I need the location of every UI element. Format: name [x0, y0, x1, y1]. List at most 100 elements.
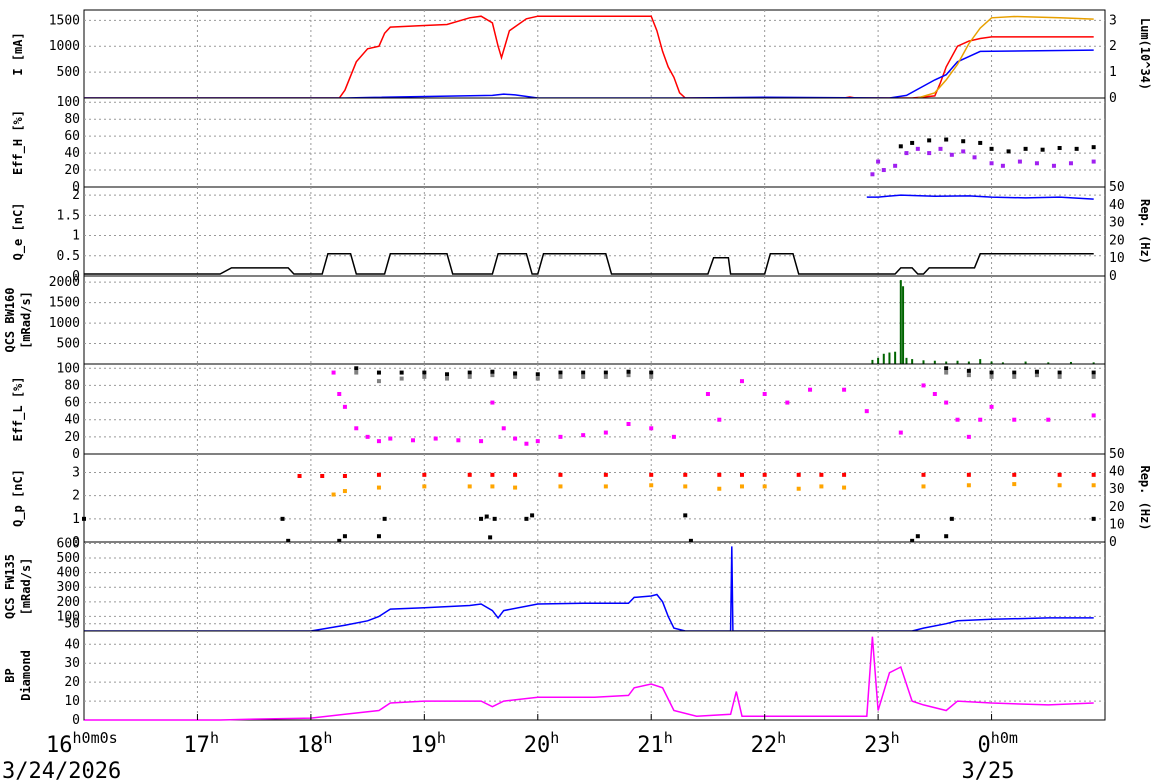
data-point-p6-s2-7 [479, 516, 484, 521]
data-point-p5-s0-4 [365, 434, 370, 439]
y-tick-label: 20 [64, 163, 80, 178]
data-point-p6-s0-6 [490, 472, 495, 477]
series-line-p7-0 [84, 546, 1094, 632]
data-point-p6-s1-15 [819, 484, 824, 489]
data-point-p6-s0-1 [320, 474, 325, 478]
data-point-p5-s1-5 [467, 374, 472, 379]
data-point-p5-s2-9 [558, 370, 563, 375]
data-point-p5-s2-11 [603, 370, 608, 375]
y-tick-label: 1000 [49, 39, 80, 54]
data-point-p5-s1-18 [1034, 373, 1039, 378]
data-point-p6-s0-13 [739, 472, 744, 477]
panel-frame-p3 [83, 186, 1106, 277]
data-point-p5-s0-9 [456, 438, 461, 443]
data-point-p5-s0-6 [388, 436, 393, 441]
panel-frame-p8 [83, 630, 1106, 721]
data-point-p5-s0-19 [626, 422, 631, 426]
series-line-p8-0 [84, 636, 1094, 721]
data-point-p2-s0-13 [1017, 159, 1022, 164]
data-point-p2-s1-7 [1006, 149, 1011, 154]
data-point-p5-s2-5 [467, 370, 472, 375]
y-axis-label-2: Diamond [19, 650, 33, 701]
data-point-p2-s1-3 [944, 137, 949, 142]
data-point-p5-s0-21 [671, 434, 676, 439]
y-axis-label: Eff_L [%] [11, 376, 26, 441]
x-tick-label: 22h [751, 729, 787, 758]
y-right-tick-label: 30 [1109, 482, 1125, 497]
data-point-p6-s1-3 [422, 484, 427, 489]
y-right-axis-label: Rep. (Hz) [1138, 199, 1152, 264]
y-tick-label: 2 [72, 188, 80, 203]
data-point-p2-s0-4 [904, 151, 909, 156]
panel-frame-p5 [83, 363, 1106, 455]
data-point-p5-s0-27 [808, 387, 813, 392]
y-tick-label: 80 [64, 112, 80, 127]
y-right-tick-label: 20 [1109, 500, 1125, 515]
data-point-p5-s0-12 [501, 426, 506, 431]
data-point-p5-s2-18 [1034, 369, 1039, 374]
data-point-p6-s1-21 [1091, 483, 1096, 488]
data-point-p5-s0-2 [342, 404, 347, 409]
y-tick-label: 100 [57, 609, 80, 624]
x-tick-label: 0h0m [978, 729, 1018, 758]
y-tick-label: 200 [57, 595, 80, 610]
data-point-p5-s0-40 [1091, 413, 1096, 418]
y-tick-label: 1.5 [57, 208, 80, 223]
data-point-p6-s2-3 [337, 538, 342, 543]
data-point-p2-s0-6 [927, 151, 932, 156]
data-point-p6-s2-11 [524, 516, 529, 521]
data-point-p2-s1-10 [1057, 146, 1062, 151]
data-point-p5-s0-18 [603, 430, 608, 435]
data-point-p6-s1-6 [513, 485, 518, 490]
data-point-p5-s0-5 [376, 439, 381, 444]
data-point-p5-s0-31 [921, 383, 926, 388]
data-point-p2-s0-0 [870, 172, 875, 177]
series-line-p1-1 [84, 49, 1094, 99]
data-point-p5-s1-0 [354, 370, 359, 375]
data-point-p6-s1-17 [921, 484, 926, 489]
data-point-p6-s0-15 [796, 472, 801, 477]
data-point-p5-s2-15 [966, 368, 971, 373]
data-point-p6-s2-19 [1091, 516, 1096, 521]
y-right-axis-label: Rep. (Hz) [1138, 465, 1152, 530]
data-point-p6-s0-17 [842, 472, 847, 477]
data-point-p6-s2-18 [949, 516, 954, 521]
data-point-p5-s0-37 [989, 404, 994, 409]
data-point-p5-s0-36 [978, 417, 983, 422]
data-point-p6-s0-12 [717, 472, 722, 477]
y-tick-label: 300 [57, 580, 80, 595]
data-point-p5-s0-33 [944, 400, 949, 405]
data-point-p6-s2-15 [910, 538, 915, 543]
data-point-p2-s0-3 [893, 163, 898, 168]
y-right-tick-label: 50 [1109, 180, 1125, 195]
y-right-tick-label: 2 [1109, 39, 1117, 54]
data-point-p6-s0-21 [1057, 472, 1062, 477]
data-point-p6-s0-9 [603, 472, 608, 477]
data-point-p2-s0-1 [876, 159, 881, 164]
data-point-p6-s0-0 [297, 474, 302, 478]
y-tick-label: 0 [72, 447, 80, 462]
panel-frame-p6 [83, 453, 1106, 543]
panel-frame-p4 [83, 275, 1106, 365]
panel-frame-p1 [83, 9, 1106, 99]
y-tick-label: 2 [72, 489, 80, 504]
data-point-p5-s0-26 [785, 400, 790, 405]
data-point-p5-s2-13 [649, 370, 654, 375]
data-point-p2-s0-15 [1051, 163, 1056, 168]
y-tick-label: 2000 [49, 275, 80, 290]
data-point-p6-s1-0 [331, 492, 336, 497]
data-point-p5-s0-34 [955, 417, 960, 422]
data-point-p6-s1-20 [1057, 483, 1062, 488]
data-point-p6-s0-5 [467, 472, 472, 477]
data-point-p5-s1-15 [966, 373, 971, 378]
data-point-p6-s2-0 [82, 516, 86, 521]
data-point-p6-s2-2 [286, 538, 291, 543]
data-point-p5-s2-16 [989, 370, 994, 375]
data-point-p2-s0-14 [1034, 161, 1039, 166]
data-point-p2-s0-12 [1000, 163, 1005, 168]
y-tick-label: 400 [57, 566, 80, 581]
data-point-p6-s0-4 [422, 472, 427, 477]
data-point-p2-s0-10 [972, 155, 977, 160]
y-right-tick-label: 0 [1109, 535, 1117, 550]
